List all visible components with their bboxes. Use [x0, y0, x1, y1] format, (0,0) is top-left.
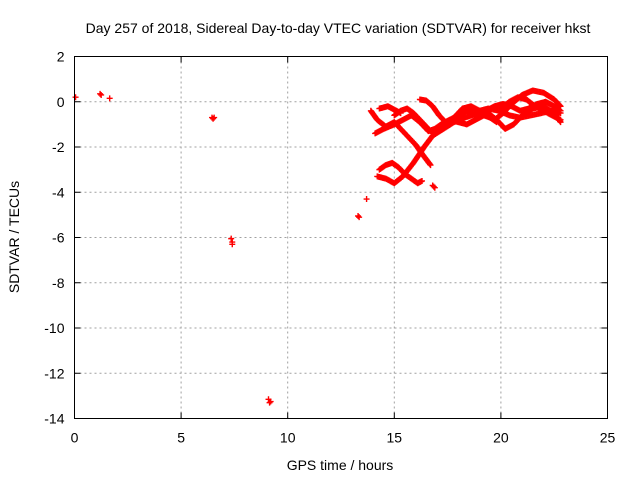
data-point [557, 116, 564, 123]
data-point [427, 162, 434, 169]
y-axis-label: SDTVAR / TECUs [6, 181, 22, 293]
y-tick-label: 2 [57, 49, 65, 65]
data-point [228, 235, 235, 242]
x-tick-label: 15 [387, 430, 403, 446]
data-points [72, 87, 564, 406]
data-point [211, 114, 218, 121]
chart-title: Day 257 of 2018, Sidereal Day-to-day VTE… [86, 20, 591, 36]
x-tick-label: 20 [493, 430, 509, 446]
data-point [266, 399, 273, 406]
data-point [210, 115, 217, 122]
data-point [557, 107, 564, 114]
data-point [356, 214, 363, 221]
y-tick-label: -8 [52, 275, 65, 291]
data-point [229, 241, 236, 248]
y-tick-label: -6 [52, 230, 65, 246]
y-tick-label: 0 [57, 94, 65, 110]
data-point [267, 398, 274, 405]
y-tick-label: -2 [52, 139, 65, 155]
data-point [98, 91, 105, 98]
data-point [97, 90, 104, 97]
x-tick-label: 25 [600, 430, 616, 446]
data-point [429, 130, 436, 137]
data-point [397, 110, 404, 117]
x-axis-label: GPS time / hours [287, 457, 394, 473]
x-tick-label: 10 [280, 430, 296, 446]
y-tick-label: -4 [52, 184, 65, 200]
data-point [430, 183, 437, 190]
data-point [106, 95, 113, 102]
x-tick-label: 5 [177, 430, 185, 446]
y-tick-label: -12 [44, 365, 64, 381]
data-point [431, 184, 438, 191]
data-point [419, 177, 426, 184]
data-point [355, 213, 362, 220]
data-point [363, 196, 370, 203]
data-point [428, 129, 435, 136]
data-point [72, 94, 79, 101]
x-tick-label: 0 [71, 430, 79, 446]
y-tick-label: -10 [44, 320, 64, 336]
y-tick-label: -14 [44, 411, 64, 427]
